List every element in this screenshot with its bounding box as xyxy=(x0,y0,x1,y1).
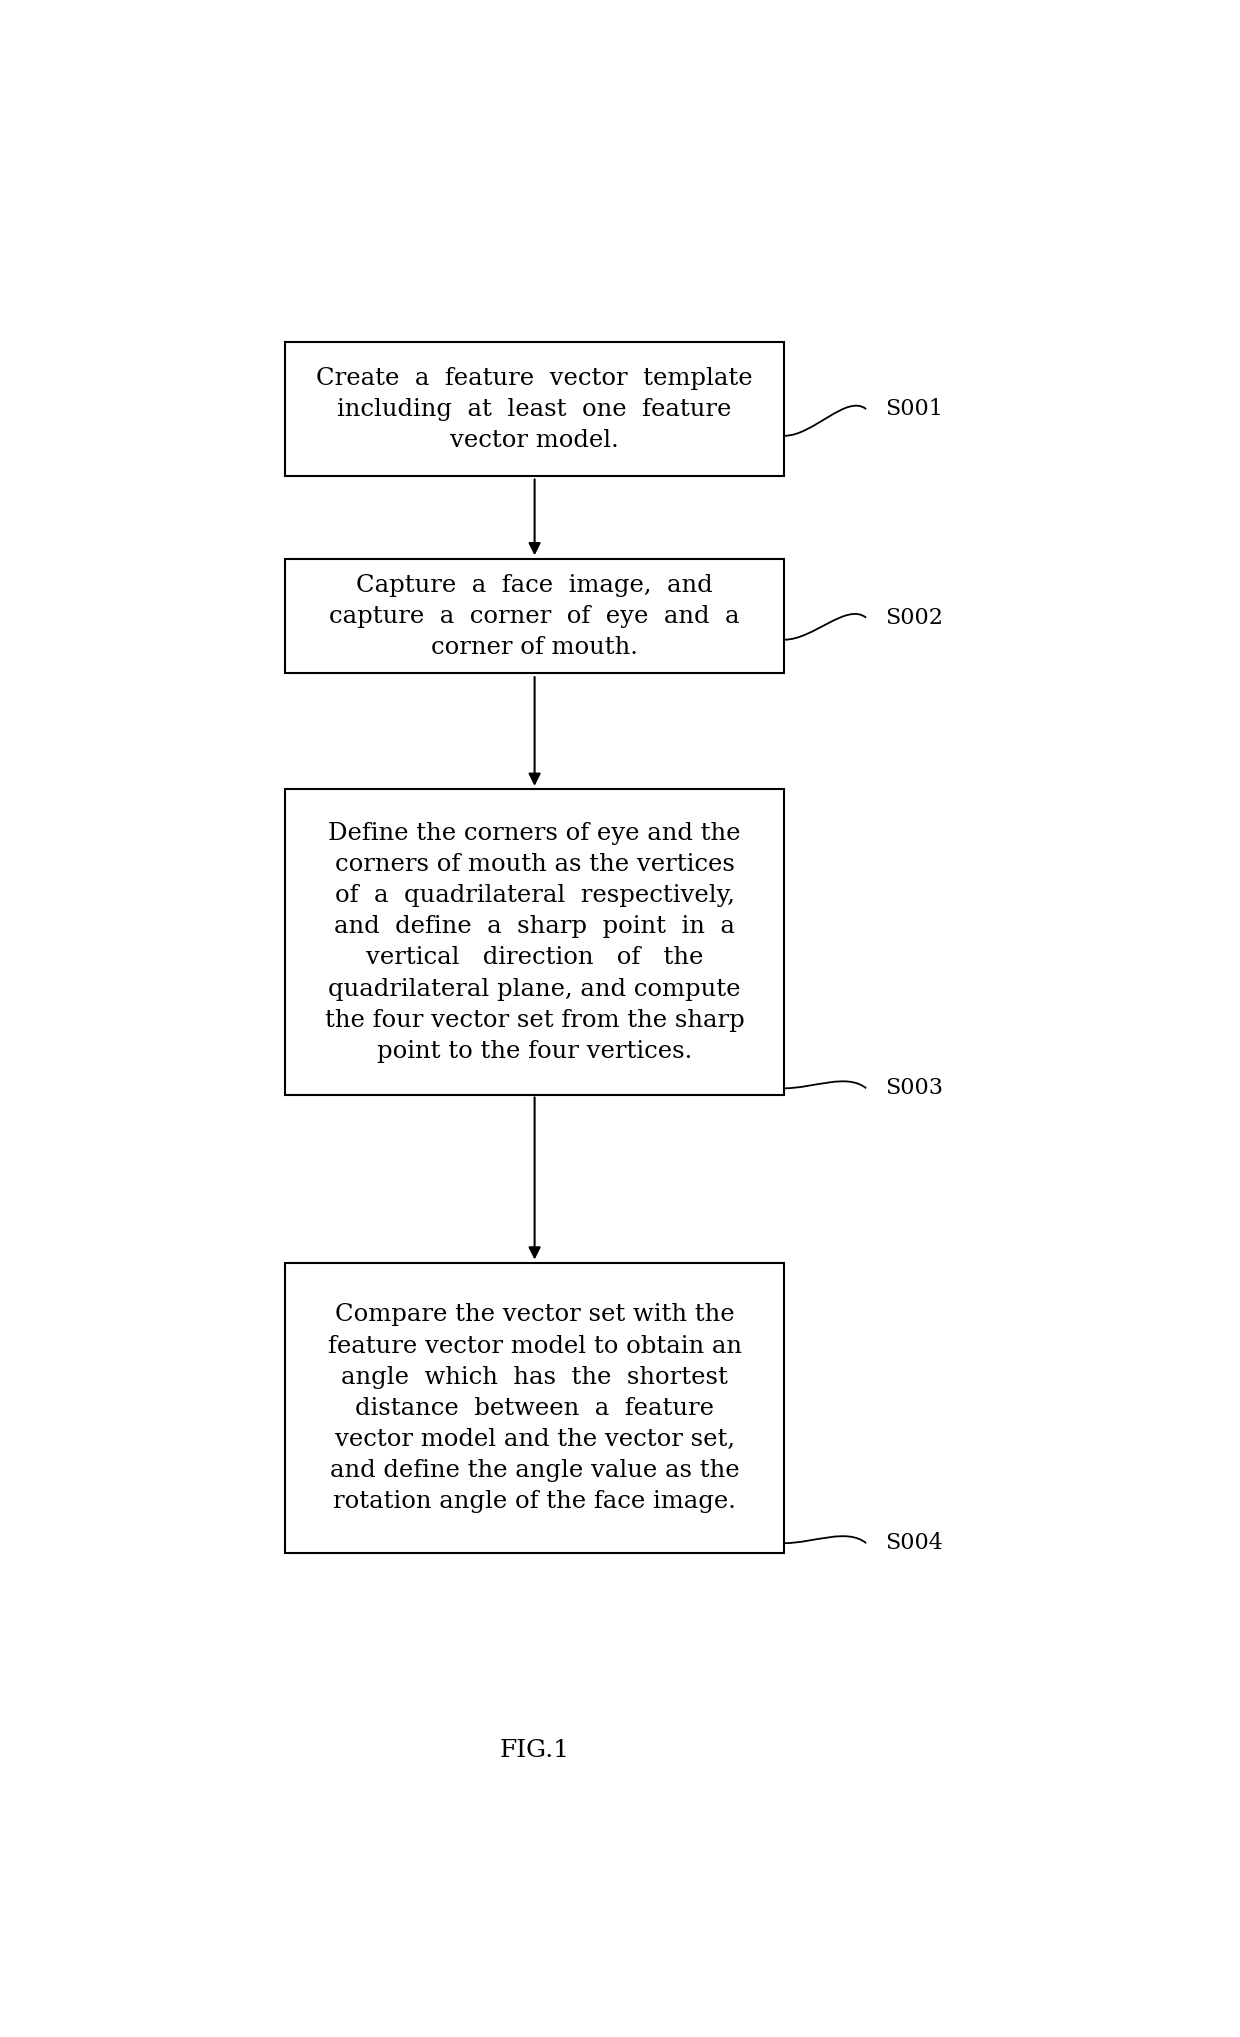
Bar xyxy=(285,342,785,477)
Text: Capture  a  face  image,  and
capture  a  corner  of  eye  and  a
corner of mout: Capture a face image, and capture a corn… xyxy=(330,574,740,658)
Text: S002: S002 xyxy=(885,607,944,629)
Text: FIG.1: FIG.1 xyxy=(500,1740,569,1762)
Text: S001: S001 xyxy=(885,397,944,420)
Text: Define the corners of eye and the
corners of mouth as the vertices
of  a  quadri: Define the corners of eye and the corner… xyxy=(325,823,744,1063)
Text: S003: S003 xyxy=(885,1078,944,1100)
Bar xyxy=(285,558,785,674)
Bar xyxy=(285,1263,785,1554)
Text: Create  a  feature  vector  template
including  at  least  one  feature
vector m: Create a feature vector template includi… xyxy=(316,367,753,452)
Text: Compare the vector set with the
feature vector model to obtain an
angle  which  : Compare the vector set with the feature … xyxy=(327,1304,742,1513)
Text: S004: S004 xyxy=(885,1532,944,1554)
Bar xyxy=(285,790,785,1096)
